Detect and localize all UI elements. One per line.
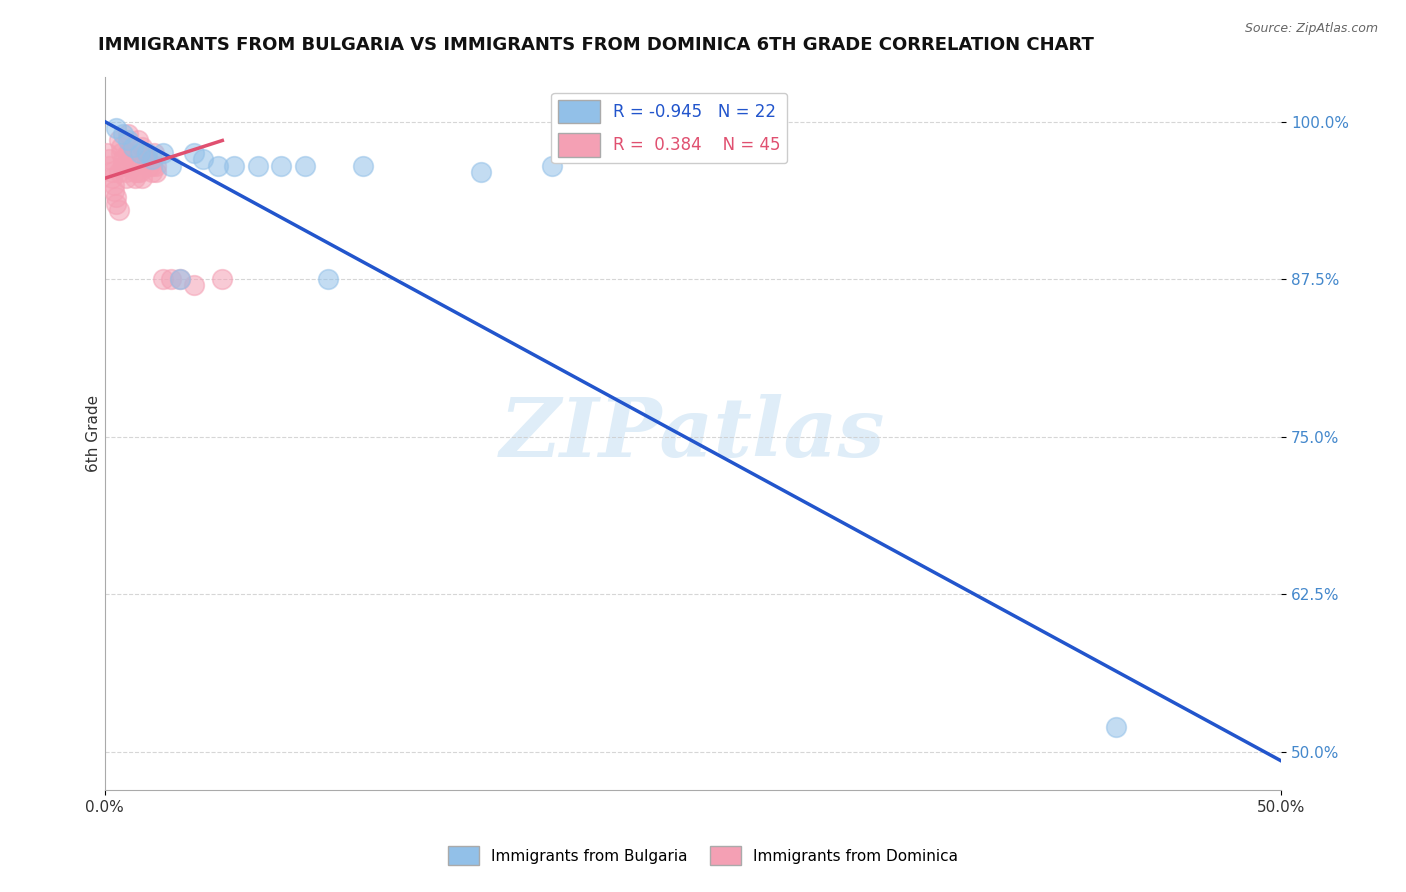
Point [105, 196, 128, 211]
Point [183, 278, 205, 293]
Point [470, 165, 492, 179]
Text: ZIPatlas: ZIPatlas [501, 393, 886, 474]
Legend: Immigrants from Bulgaria, Immigrants from Dominica: Immigrants from Bulgaria, Immigrants fro… [441, 840, 965, 871]
Point [131, 171, 153, 186]
Point [124, 171, 146, 186]
Point [169, 272, 191, 286]
Point [316, 272, 339, 286]
Point [152, 272, 174, 286]
Point [141, 159, 163, 173]
Point [103, 184, 125, 198]
Point [105, 190, 128, 204]
Point [107, 202, 129, 217]
Point [124, 165, 146, 179]
Point [107, 165, 129, 179]
Point [122, 140, 145, 154]
Point [136, 153, 159, 167]
Point [136, 146, 159, 161]
Point [138, 159, 160, 173]
Point [143, 146, 166, 161]
Point [129, 146, 152, 161]
Point [145, 165, 167, 179]
Point [159, 159, 181, 173]
Point [117, 146, 139, 161]
Point [100, 171, 122, 186]
Point [96, 146, 118, 161]
Point [145, 159, 167, 173]
Point [120, 153, 142, 167]
Point [1105, 720, 1128, 734]
Point [127, 165, 149, 179]
Point [246, 159, 269, 173]
Point [193, 153, 215, 167]
Point [112, 153, 135, 167]
Point [117, 133, 139, 147]
Point [112, 127, 135, 141]
Y-axis label: 6th Grade: 6th Grade [86, 395, 101, 472]
Point [110, 146, 132, 161]
Point [129, 165, 152, 179]
Point [100, 165, 122, 179]
Point [115, 171, 138, 186]
Point [222, 159, 245, 173]
Point [211, 272, 233, 286]
Point [122, 159, 145, 173]
Point [353, 159, 375, 173]
Point [294, 159, 316, 173]
Text: Source: ZipAtlas.com: Source: ZipAtlas.com [1244, 22, 1378, 36]
Legend: R = -0.945   N = 22, R =  0.384    N = 45: R = -0.945 N = 22, R = 0.384 N = 45 [551, 93, 787, 163]
Point [540, 159, 562, 173]
Point [117, 127, 139, 141]
Point [159, 272, 181, 286]
Point [112, 159, 135, 173]
Point [136, 153, 159, 167]
Point [110, 140, 132, 154]
Point [105, 120, 128, 135]
Point [107, 133, 129, 147]
Point [98, 153, 121, 167]
Point [103, 178, 125, 192]
Point [134, 146, 156, 161]
Point [183, 146, 205, 161]
Point [152, 146, 174, 161]
Point [141, 165, 163, 179]
Point [141, 153, 163, 167]
Point [117, 146, 139, 161]
Point [112, 159, 135, 173]
Point [169, 272, 191, 286]
Point [98, 159, 121, 173]
Point [270, 159, 292, 173]
Point [207, 159, 229, 173]
Point [127, 133, 149, 147]
Text: IMMIGRANTS FROM BULGARIA VS IMMIGRANTS FROM DOMINICA 6TH GRADE CORRELATION CHART: IMMIGRANTS FROM BULGARIA VS IMMIGRANTS F… [98, 36, 1094, 54]
Point [115, 165, 138, 179]
Point [131, 140, 153, 154]
